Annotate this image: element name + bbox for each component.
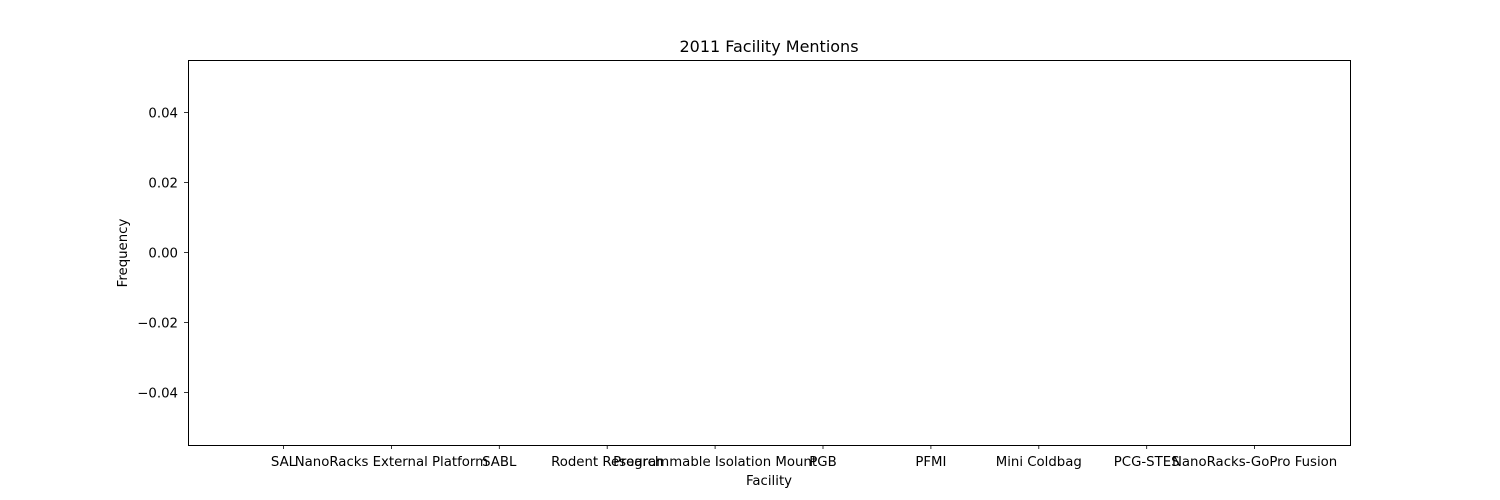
plot-area-frame [188, 60, 1351, 446]
x-tick-label: Rodent Research [551, 455, 663, 470]
x-tick-label: PGB [809, 455, 836, 470]
x-axis-title: Facility [746, 474, 792, 489]
y-tick-label: 0.00 [148, 247, 178, 262]
x-tick-label: SABL [482, 455, 517, 470]
y-tick-label: −0.04 [137, 387, 178, 402]
y-tick-label: −0.02 [137, 317, 178, 332]
y-axis-title: Frequency [116, 219, 131, 288]
x-tick-label: SAL [271, 455, 297, 470]
y-tick-label: 0.04 [148, 107, 178, 122]
x-tick-label: Programmable Isolation Mount [613, 455, 817, 470]
x-tick-label: NanoRacks-GoPro Fusion [1172, 455, 1337, 470]
x-tick-label: PCG-STES [1114, 455, 1180, 470]
x-tick-label: PFMI [915, 455, 946, 470]
x-tick-label: Mini Coldbag [996, 455, 1082, 470]
x-tick-label: NanoRacks External Platform [295, 455, 488, 470]
y-axis: −0.04 −0.02 0.00 0.02 0.04 [137, 107, 188, 402]
chart-title: 2011 Facility Mentions [679, 37, 858, 56]
y-tick-label: 0.02 [148, 177, 178, 192]
